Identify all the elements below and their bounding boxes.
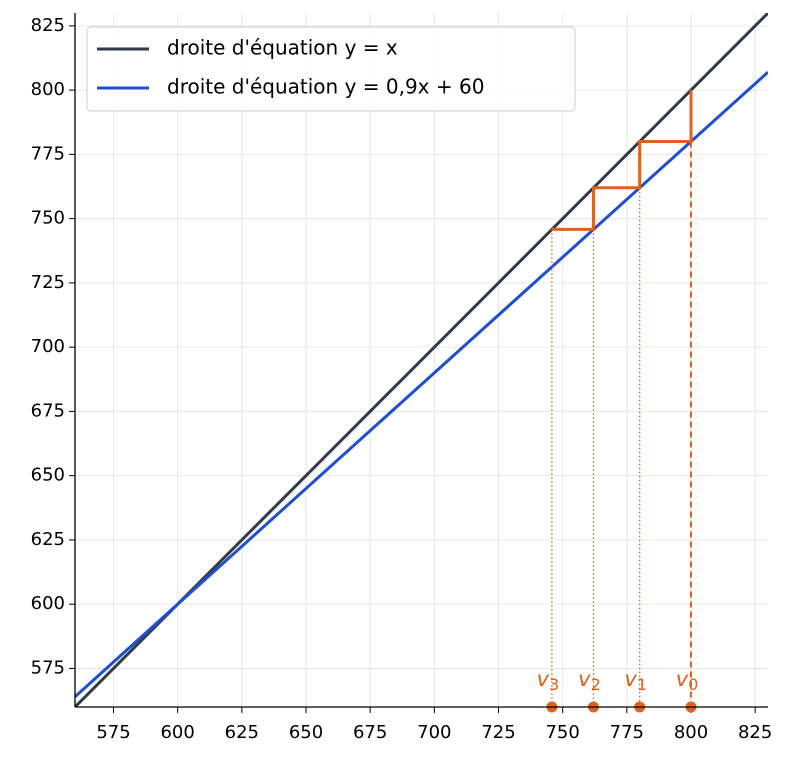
x-tick-label: 700 bbox=[417, 722, 451, 743]
term-name: v bbox=[676, 667, 689, 691]
plot bbox=[75, 13, 768, 707]
term-index: 1 bbox=[637, 675, 647, 694]
y-tick-label: 700 bbox=[31, 336, 65, 357]
x-tick-label: 825 bbox=[738, 722, 772, 743]
y-tick-label: 800 bbox=[31, 79, 65, 100]
x-tick-label: 650 bbox=[289, 722, 323, 743]
term-label: v3 bbox=[537, 667, 560, 694]
y-tick-label: 650 bbox=[31, 465, 65, 486]
term-index: 0 bbox=[688, 675, 698, 694]
legend-label: droite d'équation y = 0,9x + 60 bbox=[167, 75, 484, 99]
x-tick-label: 800 bbox=[674, 722, 708, 743]
line bbox=[75, 71, 768, 698]
y-tick-label: 675 bbox=[31, 400, 65, 421]
y-tick-label: 725 bbox=[31, 272, 65, 293]
y-tick-label: 625 bbox=[31, 529, 65, 550]
term-name: v bbox=[537, 667, 550, 691]
y-tick-label: 775 bbox=[31, 143, 65, 164]
term-index: 2 bbox=[591, 675, 601, 694]
cobweb bbox=[551, 90, 693, 231]
y-tick-label: 825 bbox=[31, 15, 65, 36]
y-tick-label: 600 bbox=[31, 593, 65, 614]
term-index: 3 bbox=[549, 675, 559, 694]
term-label: v1 bbox=[624, 667, 647, 694]
term-name: v bbox=[624, 667, 637, 691]
legend-label: droite d'équation y = x bbox=[167, 36, 398, 60]
x-tick-label: 600 bbox=[160, 722, 194, 743]
legend-box bbox=[86, 26, 576, 112]
term-name: v bbox=[578, 667, 591, 691]
y-tick-label: 750 bbox=[31, 208, 65, 229]
x-tick-label: 675 bbox=[353, 722, 387, 743]
x-tick-label: 725 bbox=[481, 722, 515, 743]
term-label: v2 bbox=[578, 667, 601, 694]
y-tick-label: 575 bbox=[31, 657, 65, 678]
term-label: v0 bbox=[676, 667, 699, 694]
x-tick-label: 750 bbox=[545, 722, 579, 743]
x-tick-label: 625 bbox=[225, 722, 259, 743]
x-tick-label: 575 bbox=[96, 722, 130, 743]
x-tick-label: 775 bbox=[610, 722, 644, 743]
